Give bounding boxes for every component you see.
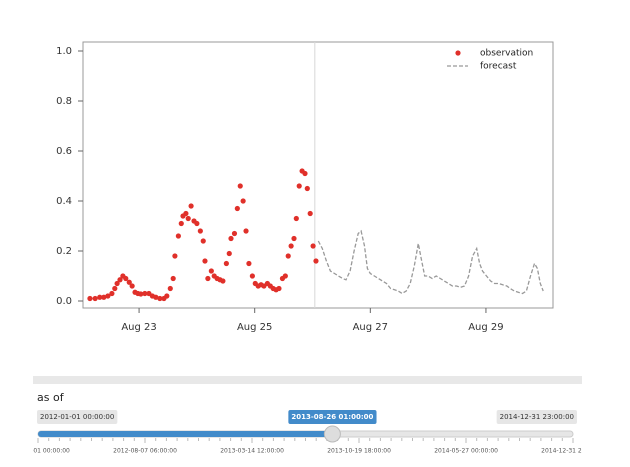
observation-point (175, 233, 181, 239)
y-tick-label: 0.6 (56, 146, 72, 157)
observation-point (223, 260, 229, 267)
observation-point (194, 220, 200, 227)
slider-tick-label: 2014-12-31 23:00:00 (541, 448, 605, 455)
observation-point (123, 275, 129, 282)
observation-point (178, 220, 184, 227)
observation-point (296, 183, 302, 189)
observation-point (246, 260, 252, 267)
observation-point (291, 235, 297, 242)
legend-label: forecast (480, 62, 517, 72)
observation-point (313, 258, 319, 264)
observation-point (249, 273, 255, 279)
observation-point (101, 294, 107, 300)
observation-point (234, 205, 240, 212)
x-tick-label: Aug 27 (353, 322, 388, 333)
observation-point (188, 203, 194, 209)
observation-point (126, 279, 132, 285)
y-tick-label: 0.0 (56, 296, 72, 307)
observation-point (170, 275, 176, 282)
slider-max-label: 2014-12-31 23:00:00 (500, 413, 574, 421)
observation-point (164, 293, 170, 299)
observation-point (197, 228, 203, 234)
slider-label: as of (37, 391, 65, 404)
observation-point (240, 198, 246, 204)
observation-point (138, 291, 144, 297)
slider-handle[interactable] (323, 425, 341, 443)
observation-point (114, 280, 120, 287)
slider-max-label-box (496, 410, 577, 424)
observation-point (226, 250, 232, 257)
y-tick-label: 0.2 (56, 246, 72, 257)
slider-tick-label: 2014-05-27 00:00:00 (434, 448, 498, 455)
observation-point (92, 295, 98, 302)
slider-tick-label: 2012-01-01 00:00:00 (6, 448, 70, 455)
slider[interactable]: 2012-01-01 00:00:00 2012-08-07 06:00:00 20… (6, 410, 605, 455)
x-tick-label: Aug 23 (121, 322, 156, 333)
observation-point (282, 273, 288, 279)
observation-point (105, 293, 111, 299)
y-tick-label: 1.0 (56, 46, 72, 57)
observation-point (157, 295, 163, 302)
observation-point (117, 277, 123, 283)
observation-point (142, 290, 148, 297)
y-tick-label: 0.4 (56, 196, 72, 207)
observation-point (183, 210, 189, 217)
slider-min-label: 2012-01-01 00:00:00 (40, 413, 114, 421)
observation-point (307, 210, 313, 217)
observation-point (185, 215, 191, 222)
observation-point (276, 285, 282, 292)
observation-point (293, 215, 299, 222)
observation-point (304, 185, 310, 192)
observation-point (205, 275, 211, 282)
observation-point (200, 238, 206, 244)
observation-point (237, 183, 243, 189)
observation-point (220, 278, 226, 284)
observation-point (285, 253, 291, 259)
slider-value-label: 2013-08-26 01:00:00 (291, 413, 373, 421)
legend-label: observation (480, 49, 533, 59)
observation-point (228, 235, 234, 242)
slider-tick-label: 2013-10-19 18:00:00 (327, 448, 391, 455)
observation-point (112, 285, 118, 292)
plot-frame (82, 41, 554, 309)
observation-point (243, 228, 249, 234)
observation-point (167, 285, 173, 292)
observation-point (202, 258, 208, 264)
slider-tick-label: 2013-03-14 12:00:00 (220, 448, 284, 455)
observation-point (129, 283, 135, 289)
slider-fill (38, 431, 333, 437)
divider (33, 376, 582, 384)
observation-point (97, 294, 103, 300)
observation-point (208, 268, 214, 274)
forecast-line (317, 229, 544, 295)
legend-marker (455, 50, 461, 56)
observation-point (109, 290, 115, 297)
x-tick-label: Aug 29 (468, 322, 503, 333)
observation-point (288, 243, 294, 249)
slider-value-label-box (288, 410, 377, 424)
observation-point (231, 230, 238, 237)
observation-point (153, 294, 159, 300)
observation-point (310, 243, 316, 249)
y-tick-label: 0.8 (56, 96, 72, 107)
slider-tick-label: 2012-08-07 06:00:00 (113, 448, 177, 455)
slider-min-label-box (37, 410, 118, 424)
observation-point (87, 295, 93, 302)
x-tick-label: Aug 25 (237, 322, 272, 333)
observation-point (172, 253, 178, 259)
observation-point (302, 170, 308, 177)
